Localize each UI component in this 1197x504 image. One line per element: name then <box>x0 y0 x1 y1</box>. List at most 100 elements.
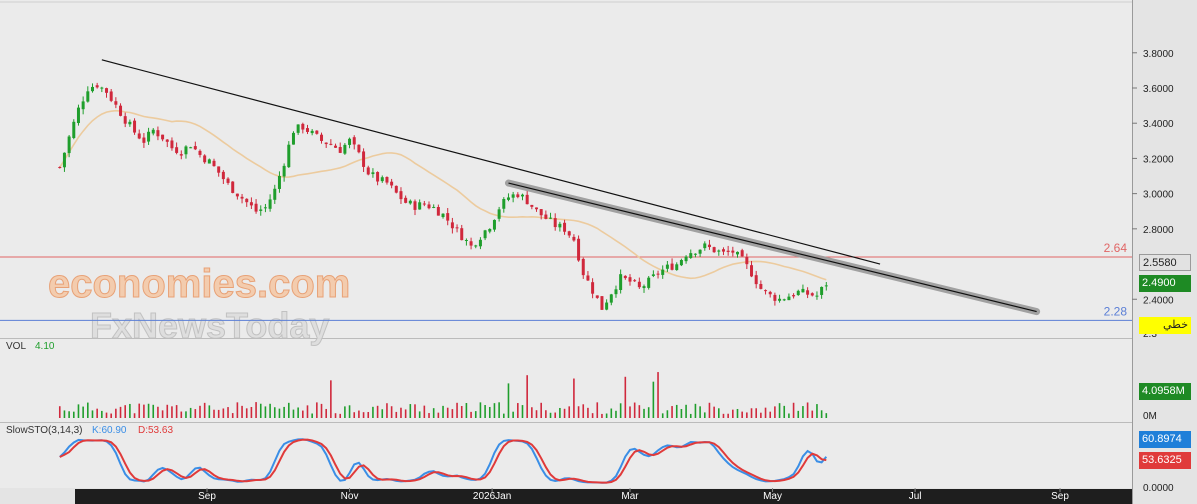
candle-body <box>282 165 286 177</box>
candle-body <box>128 121 132 125</box>
candle-body <box>502 198 506 209</box>
volume-bar <box>713 406 715 418</box>
candle-body <box>768 291 772 295</box>
price-panel[interactable] <box>0 0 1132 338</box>
volume-bar <box>147 403 150 418</box>
candle-body <box>418 202 422 210</box>
candle-body <box>483 230 487 239</box>
volume-bar <box>227 407 229 418</box>
volume-bar <box>409 404 412 418</box>
volume-bar <box>577 406 580 418</box>
volume-bar <box>732 409 734 418</box>
volume-bar <box>96 408 98 418</box>
volume-bar <box>423 405 426 418</box>
volume-bar <box>390 406 393 418</box>
candle-body <box>525 194 529 205</box>
volume-bar <box>91 410 94 418</box>
volume-bar <box>414 404 416 418</box>
oscillator-lines <box>59 438 828 484</box>
volume-bar <box>666 410 669 418</box>
price-tag-upper: 2.5580 <box>1139 254 1191 271</box>
time-scrollbar[interactable] <box>75 489 1132 504</box>
oscillator-k-label: K:60.90 <box>92 425 127 436</box>
candle-body <box>651 274 655 276</box>
candle-body <box>553 218 557 228</box>
chart-type-button[interactable]: خطي <box>1139 317 1191 334</box>
volume-bar <box>549 412 552 418</box>
volume-bar <box>105 412 108 418</box>
volume-bar <box>325 408 327 418</box>
candle-body <box>151 129 155 134</box>
candle-body <box>595 295 599 298</box>
candle-body <box>619 274 623 291</box>
candle-body <box>656 273 660 275</box>
candle-body <box>226 178 230 183</box>
volume-bar <box>479 402 482 418</box>
volume-bar <box>58 406 61 418</box>
volume-bar <box>208 405 211 418</box>
trendlines[interactable] <box>101 59 1041 316</box>
volume-bar <box>624 376 627 418</box>
volume-bar <box>278 408 281 418</box>
candle-body <box>76 107 80 124</box>
volume-bar <box>675 404 678 418</box>
volume-bar <box>442 405 444 418</box>
candle-body <box>455 227 459 229</box>
volume-bar <box>320 403 323 418</box>
volume-bar <box>741 411 743 418</box>
volume-bar <box>376 405 379 418</box>
candle-body <box>338 147 342 153</box>
volume-bar <box>652 381 655 418</box>
volume-bar <box>330 380 332 418</box>
oscillator-legend: SlowSTO(3,14,3) K:60.90 D:53.63 <box>6 425 173 436</box>
candle-body <box>488 228 492 232</box>
candle-body <box>450 222 454 229</box>
candle-body <box>535 207 539 210</box>
candle-body <box>745 257 749 265</box>
candle-body <box>436 206 440 216</box>
volume-bar <box>512 411 514 418</box>
candle-body <box>577 238 581 261</box>
candle-body <box>315 130 319 134</box>
volume-bar <box>161 410 164 418</box>
volume-bar <box>124 405 127 418</box>
volume-bar <box>465 403 468 418</box>
candle-body <box>404 197 408 203</box>
candle-body <box>301 123 305 130</box>
volume-bar <box>605 413 608 418</box>
candle-body <box>689 253 693 258</box>
volume-bar <box>264 406 267 418</box>
candle-body <box>796 290 800 296</box>
volume-bar <box>811 410 814 418</box>
volume-bar <box>87 402 89 418</box>
volume-bar <box>185 411 187 418</box>
volume-bar <box>189 407 192 418</box>
price-tick-label: 2.4000 <box>1143 295 1174 306</box>
volume-bar <box>166 404 169 418</box>
volume-panel[interactable] <box>0 338 1132 422</box>
volume-bar <box>222 408 225 418</box>
volume-bar <box>273 407 276 418</box>
volume-zero-tick: 0M <box>1143 411 1157 422</box>
volume-bar <box>736 408 739 418</box>
candle-body <box>707 244 711 248</box>
candle-body <box>394 185 398 193</box>
volume-bar <box>507 383 510 418</box>
volume-tag: 4.0958M <box>1139 383 1191 400</box>
candle-body <box>310 130 314 134</box>
volume-bar <box>774 406 776 418</box>
moving-average-line <box>59 109 827 281</box>
candle-body <box>231 181 235 193</box>
time-tick-label: Jul <box>909 491 922 502</box>
volume-bar <box>175 405 178 418</box>
volume-bar <box>694 403 697 418</box>
candle-body <box>824 285 828 287</box>
candle-body <box>184 146 188 155</box>
oscillator-d-label: D:53.63 <box>138 425 173 436</box>
candle-body <box>343 144 347 154</box>
candle-body <box>778 298 782 301</box>
trendline <box>101 59 881 265</box>
volume-bar <box>526 375 528 418</box>
volume-bar <box>437 412 440 418</box>
